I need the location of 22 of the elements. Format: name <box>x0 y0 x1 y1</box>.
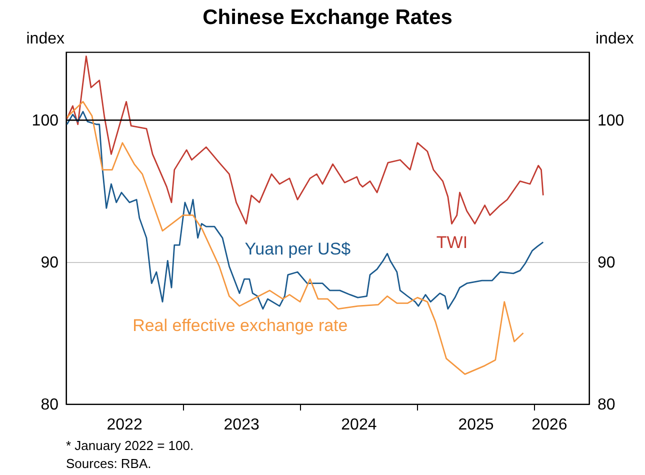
line-series <box>66 110 544 310</box>
line-series <box>66 100 524 375</box>
y-axis-title: index <box>26 30 64 48</box>
x-tick-label: 2025 <box>458 416 494 434</box>
y2-axis-title: index <box>596 30 634 48</box>
x-tick-label: 2022 <box>106 416 142 434</box>
x-tick-label: 2024 <box>341 416 377 434</box>
series-label: Real effective exchange rate <box>132 316 348 335</box>
y-tick-label: 100 <box>32 112 59 130</box>
x-tick-label: 2026 <box>532 416 568 434</box>
y2-tick-label: 80 <box>598 396 616 414</box>
series-label: Yuan per US$ <box>244 239 352 258</box>
line-series <box>66 56 544 224</box>
text: * January 2022 = 100. <box>66 438 194 453</box>
chart-title: Chinese Exchange Rates <box>202 6 452 29</box>
y2-tick-label: 90 <box>598 254 616 272</box>
y2-tick-label: 100 <box>598 112 624 130</box>
series-label: TWI <box>436 233 468 252</box>
source-note: Sources: RBA. <box>66 456 152 471</box>
y-tick-label: 90 <box>40 254 59 272</box>
y-tick-label: 80 <box>40 396 59 414</box>
x-tick-label: 2023 <box>224 416 260 434</box>
